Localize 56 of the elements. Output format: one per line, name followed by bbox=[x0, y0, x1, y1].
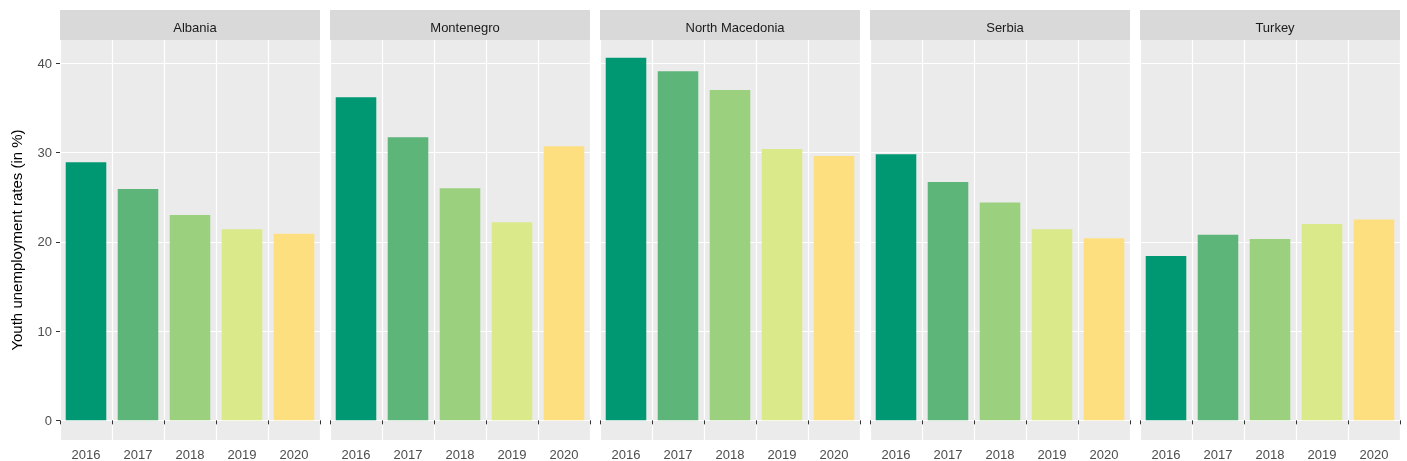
x-tick-label: 2020 bbox=[549, 447, 579, 461]
bar bbox=[387, 137, 429, 421]
x-tick-label: 2018 bbox=[1255, 447, 1285, 461]
bar bbox=[169, 215, 211, 421]
x-tick-label: 2019 bbox=[227, 447, 257, 461]
bar bbox=[335, 97, 377, 421]
y-tick-label: 20 bbox=[37, 234, 52, 250]
bar bbox=[439, 188, 481, 421]
bar bbox=[221, 229, 263, 421]
x-tick-label: 2019 bbox=[1307, 447, 1337, 461]
x-tick-label: 2017 bbox=[1203, 447, 1233, 461]
x-tick-label: 2017 bbox=[393, 447, 423, 461]
bar bbox=[117, 189, 159, 421]
chart-title: Serbia bbox=[986, 20, 1025, 35]
x-tick-label: 2018 bbox=[175, 447, 205, 461]
y-tick-label: 0 bbox=[44, 412, 52, 428]
bar bbox=[761, 148, 803, 421]
x-tick-label: 2019 bbox=[767, 447, 797, 461]
x-tick-label: 2016 bbox=[881, 447, 911, 461]
bar bbox=[875, 154, 917, 421]
x-tick-label: 2019 bbox=[497, 447, 527, 461]
bar bbox=[709, 90, 751, 421]
x-tick-label: 2018 bbox=[715, 447, 745, 461]
x-tick-label: 2016 bbox=[71, 447, 101, 461]
x-tick-label: 2017 bbox=[663, 447, 693, 461]
x-tick-label: 2016 bbox=[1151, 447, 1181, 461]
bar bbox=[491, 222, 533, 421]
chart-title: Albania bbox=[173, 20, 218, 35]
chart-title: North Macedonia bbox=[685, 20, 786, 35]
bar bbox=[1031, 229, 1073, 421]
x-tick-label: 2020 bbox=[1359, 447, 1389, 461]
chart-title: Turkey bbox=[1255, 20, 1296, 35]
bar bbox=[1083, 238, 1125, 421]
bar bbox=[813, 156, 855, 421]
x-tick-label: 2017 bbox=[933, 447, 963, 461]
bar bbox=[273, 233, 315, 421]
bar bbox=[65, 162, 107, 421]
x-tick-label: 2020 bbox=[819, 447, 849, 461]
x-tick-label: 2018 bbox=[985, 447, 1015, 461]
bar bbox=[979, 202, 1021, 421]
x-tick-label: 2020 bbox=[279, 447, 309, 461]
x-tick-label: 2019 bbox=[1037, 447, 1067, 461]
bar bbox=[927, 181, 969, 421]
x-tick-label: 2017 bbox=[123, 447, 153, 461]
y-tick-label: 30 bbox=[37, 145, 52, 160]
x-tick-label: 2020 bbox=[1089, 447, 1119, 461]
bar bbox=[657, 71, 699, 421]
y-axis-title: Youth unemployment rates (in %) bbox=[8, 129, 25, 351]
y-tick-label: 40 bbox=[37, 55, 52, 71]
chart-title: Montenegro bbox=[430, 20, 500, 35]
y-tick-label: 10 bbox=[37, 323, 52, 339]
x-tick-label: 2016 bbox=[341, 447, 371, 461]
x-tick-label: 2016 bbox=[611, 447, 641, 461]
bar bbox=[543, 146, 585, 421]
x-tick-label: 2018 bbox=[445, 447, 475, 461]
bar bbox=[605, 57, 647, 421]
